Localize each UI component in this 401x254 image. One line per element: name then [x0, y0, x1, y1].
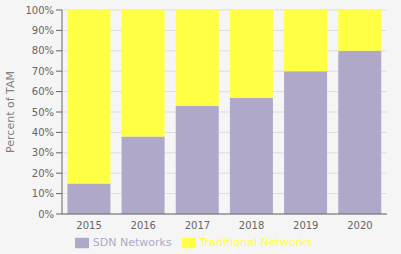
- svg-text:100%: 100%: [25, 5, 54, 16]
- html-text:Traditional Networks: Traditional Networks: [199, 236, 313, 249]
- svg-text:90%: 90%: [32, 25, 54, 36]
- svg-text:2015: 2015: [76, 220, 101, 231]
- html-text:SDN Networks: SDN Networks: [92, 236, 172, 249]
- svg-text:80%: 80%: [32, 45, 54, 56]
- svg-text:60%: 60%: [32, 86, 54, 97]
- svg-text:2020: 2020: [347, 220, 372, 231]
- svg-text:Percent of TAM: Percent of TAM: [8, 71, 17, 153]
- svg-text:0%: 0%: [38, 209, 54, 220]
- svg-text:2018: 2018: [239, 220, 264, 231]
- svg-text:10%: 10%: [32, 188, 54, 199]
- svg-text:2016: 2016: [131, 220, 156, 231]
- svg-text:2017: 2017: [185, 220, 210, 231]
- svg-text:2019: 2019: [293, 220, 318, 231]
- svg-text:50%: 50%: [32, 107, 54, 118]
- svg-text:70%: 70%: [32, 66, 54, 77]
- svg-text:30%: 30%: [32, 147, 54, 158]
- svg-text:40%: 40%: [32, 127, 54, 138]
- svg-text:20%: 20%: [32, 168, 54, 179]
